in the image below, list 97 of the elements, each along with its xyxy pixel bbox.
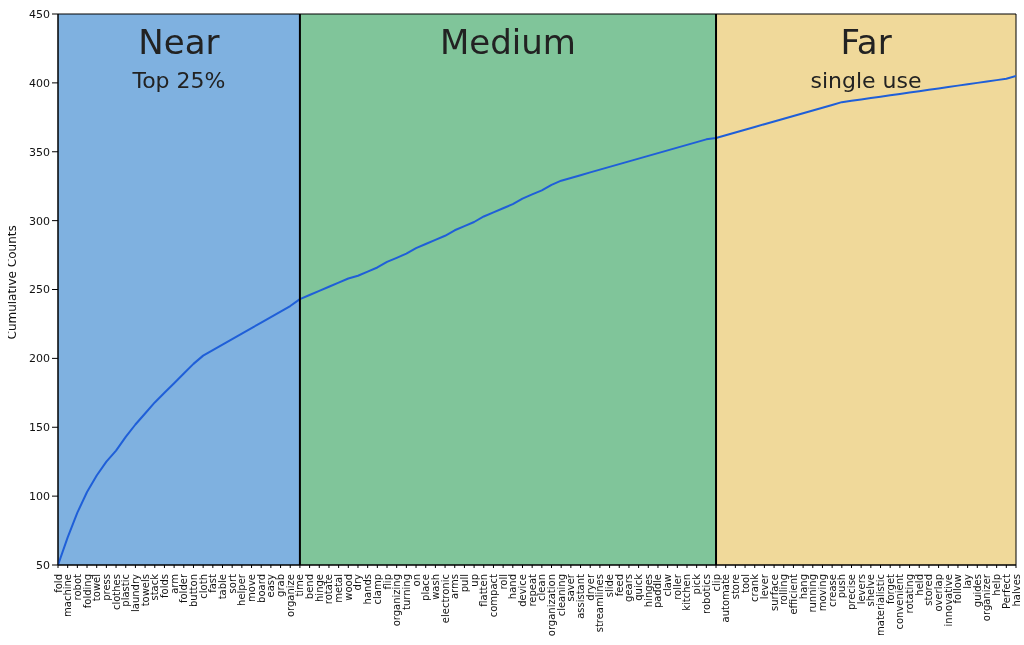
x-tick-label: fast (207, 573, 219, 593)
y-tick-label: 450 (29, 7, 50, 21)
x-tick-label: push (836, 574, 848, 599)
x-tick-label: organization (546, 574, 558, 637)
x-tick-label: rolling (778, 574, 790, 606)
x-tick-label: grab (275, 574, 287, 597)
x-tick-label: laundry (129, 573, 141, 612)
x-tick-label: electronic (439, 574, 451, 624)
x-tick-label: stack (149, 573, 161, 601)
x-tick-label: roll (497, 574, 509, 590)
y-tick-label: 100 (29, 490, 50, 504)
x-tick-label: press (100, 574, 112, 601)
x-tick-label: claw (662, 574, 674, 597)
x-tick-label: gears (623, 574, 635, 602)
x-tick-label: cleaning (555, 574, 567, 617)
x-tick-label: store (729, 574, 741, 600)
x-tick-label: follow (952, 574, 964, 604)
y-tick-label: 400 (29, 76, 50, 90)
x-tick-label: folding (81, 574, 93, 609)
x-tick-label: device (516, 574, 528, 607)
x-tick-label: assistant (575, 573, 587, 619)
x-tick-label: folds (158, 574, 170, 598)
x-tick-label: easy (265, 573, 277, 598)
x-tick-label: lay (962, 573, 974, 589)
x-tick-label: button (187, 574, 199, 607)
x-tick-label: hinge (313, 574, 325, 602)
x-tick-label: hang (797, 574, 809, 600)
x-tick-label: wood (342, 574, 354, 601)
x-tick-label: shelve (865, 574, 877, 607)
x-tick-label: clamp (371, 574, 383, 605)
x-tick-label: halves (1010, 574, 1022, 607)
x-tick-label: clothes (110, 574, 122, 611)
x-tick-label: stored (923, 574, 935, 606)
x-tick-label: move (246, 574, 258, 602)
x-tick-label: forget (884, 573, 896, 604)
x-tick-label: helper (236, 573, 248, 606)
x-tick-label: table (217, 574, 229, 600)
x-tick-label: machine (62, 574, 74, 617)
x-tick-label: paddle (652, 574, 664, 609)
x-tick-label: organizer (981, 573, 993, 622)
x-tick-label: pull (458, 574, 470, 593)
x-tick-label: surface (768, 574, 780, 611)
x-tick-label: dryer (584, 573, 596, 601)
x-tick-label: cloth (197, 574, 209, 599)
x-tick-label: folder (178, 573, 190, 604)
x-tick-label: time (294, 574, 306, 597)
x-tick-label: running (807, 574, 819, 613)
x-tick-label: fold (52, 574, 64, 593)
x-tick-label: clip (710, 574, 722, 592)
x-tick-label: arm (168, 574, 180, 594)
x-tick-label: up (468, 574, 480, 587)
x-tick-label: flatten (478, 574, 490, 607)
x-tick-label: sort (226, 573, 238, 594)
x-tick-label: materialistic (875, 574, 887, 636)
y-tick-label: 50 (36, 558, 50, 572)
y-axis-title: Cumulative Counts (5, 225, 20, 340)
x-tick-label: levers (855, 574, 867, 605)
x-tick-label: kitchen (681, 574, 693, 611)
y-tick-label: 200 (29, 352, 50, 366)
x-tick-label: pick (691, 573, 703, 595)
x-tick-label: place (420, 574, 432, 601)
x-tick-label: robot (71, 573, 83, 601)
x-tick-label: board (255, 574, 267, 603)
x-tick-label: hands (362, 574, 374, 605)
x-tick-label: lever (758, 573, 770, 600)
x-tick-label: help (991, 574, 1003, 596)
x-tick-label: arms (449, 574, 461, 600)
x-tick-label: tool (739, 574, 751, 593)
x-tick-label: dry (352, 573, 364, 591)
x-tick-label: slide (604, 574, 616, 598)
x-tick-label: quick (633, 573, 645, 601)
x-tick-label: roller (671, 573, 683, 600)
x-tick-label: plastic (120, 574, 132, 607)
y-tick-label: 150 (29, 421, 50, 435)
x-tick-label: streamlines (594, 574, 606, 633)
x-tick-label: feed (613, 574, 625, 597)
x-tick-label: automate (720, 574, 732, 623)
x-tick-label: rotating (904, 574, 916, 614)
x-tick-label: clean (536, 574, 548, 601)
band-label: Medium (439, 22, 576, 62)
x-tick-label: wash (429, 574, 441, 600)
x-tick-label: metal (333, 574, 345, 603)
band-label: Far single use (810, 22, 922, 93)
y-tick-label: 300 (29, 214, 50, 228)
y-tick-label: 250 (29, 283, 50, 297)
x-tick-label: convenient (894, 573, 906, 630)
y-tick-label: 350 (29, 145, 50, 159)
x-tick-label: bend (304, 574, 316, 600)
x-tick-label: organizing (391, 574, 403, 627)
x-tick-label: hand (507, 574, 519, 600)
x-tick-label: overlap (933, 574, 945, 612)
x-tick-label: compact (487, 573, 499, 618)
band-label: Near Top 25% (131, 22, 226, 93)
x-tick-label: towel (91, 574, 103, 602)
x-tick-label: rotate (323, 574, 335, 605)
x-tick-label: repeat (526, 573, 538, 607)
x-tick-label: crank (749, 573, 761, 602)
